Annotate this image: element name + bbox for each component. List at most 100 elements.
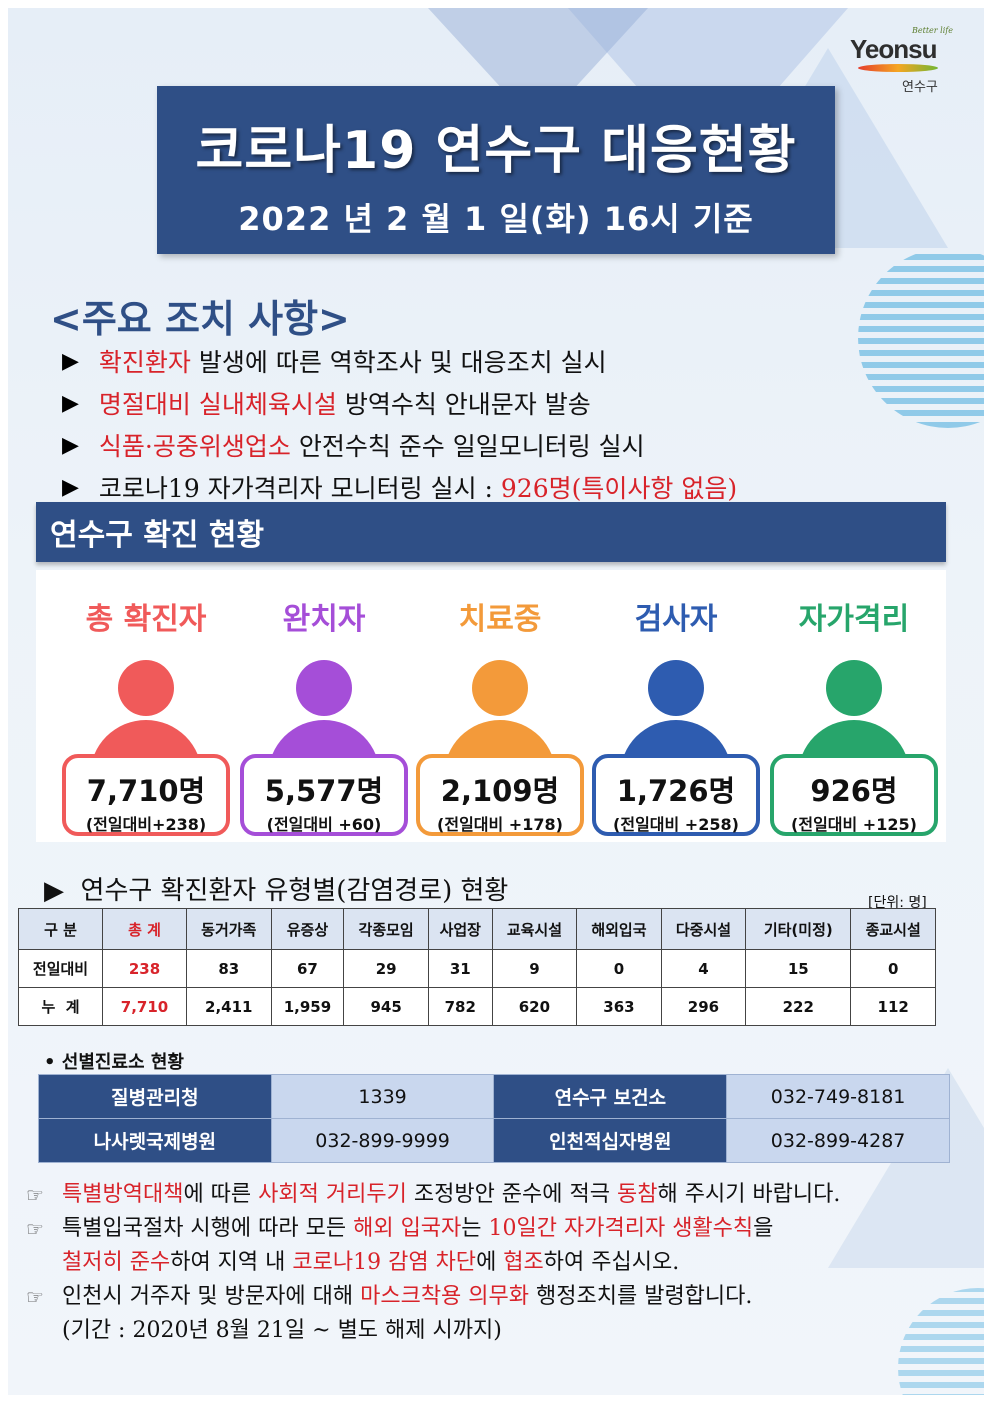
clinic-name: 연수구 보건소: [493, 1074, 728, 1119]
count-diff: (전일대비+238): [85, 815, 207, 834]
count-value: 1,726명: [616, 774, 736, 808]
notice-continuation: (기간 : 2020년 8월 21일 ~ 별도 해제 시까지): [26, 1314, 984, 1348]
count-value: 926명: [810, 774, 898, 808]
card-label: 완치자: [282, 602, 366, 637]
notice-highlight: 동참: [617, 1182, 658, 1207]
count-box: 926명 (전일대비 +125): [770, 754, 938, 836]
table-cell: 누 계: [18, 987, 103, 1026]
table-row: 전일대비 238 83 67 29 31 9 0 4 15 0: [18, 949, 936, 988]
card-self-quarantine: 자가격리 926명 (전일대비 +125): [768, 570, 940, 840]
person-icon-head: [296, 660, 352, 716]
yeonsu-logo: Better life Yeonsu 연수구: [850, 26, 960, 96]
count-box: 2,109명 (전일대비 +178): [416, 754, 584, 836]
count-diff: (전일대비 +258): [613, 815, 739, 834]
clinic-phone: 1339: [270, 1074, 495, 1119]
person-icon-head: [648, 660, 704, 716]
notice-text: 인천시 거주자 및 방문자에 대해: [62, 1284, 361, 1309]
table-cell: 67: [270, 949, 345, 988]
measures-list: ▶ 확진환자 발생에 따른 역학조사 및 대응조치 실시 ▶ 명절대비 실내체육…: [62, 340, 962, 508]
table-cell: 4: [660, 949, 747, 988]
logo-wordmark: Yeonsu: [850, 34, 937, 64]
notices: ☞ 특별방역대책에 따른 사회적 거리두기 조정방안 준수에 적극 동참해 주시…: [26, 1178, 984, 1348]
table-cell: 238: [102, 949, 187, 988]
notice-item: ☞ 특별방역대책에 따른 사회적 거리두기 조정방안 준수에 적극 동참해 주시…: [26, 1178, 984, 1212]
table-header-cell: 동거가족: [186, 908, 272, 950]
table-cell: 296: [660, 987, 747, 1026]
reference-date: 2022 년 2 월 1 일(화) 16시 기준: [238, 200, 754, 238]
notice-text: 조정방안 준수에 적극: [406, 1182, 617, 1207]
notice-text: 하여 지역 내: [170, 1250, 293, 1275]
clinic-phone: 032-899-4287: [726, 1118, 950, 1163]
unit-label: [단위: 명]: [868, 895, 927, 911]
notice-text: 행정조치를 발령합니다.: [529, 1284, 753, 1309]
triangle-bullet-icon: ▶: [62, 348, 79, 374]
notice-highlight: 10일간 자가격리자 생활수칙: [488, 1216, 754, 1241]
count-box: 5,577명 (전일대비 +60): [240, 754, 408, 836]
clinics-heading: • 선별진료소 현황: [44, 1052, 184, 1073]
table-cell: 0: [850, 949, 936, 988]
card-label: 치료중: [458, 602, 542, 637]
clinic-phone: 032-749-8181: [726, 1074, 950, 1119]
table-cell: 29: [343, 949, 429, 988]
measure-text: 안전수칙 준수 일일모니터링 실시: [290, 432, 645, 461]
notice-highlight: 마스크착용 의무화: [360, 1284, 530, 1309]
card-label: 검사자: [634, 602, 718, 637]
table-header-cell: 기타(미정): [745, 908, 852, 950]
table-header-cell: 각종모임: [343, 908, 429, 950]
list-item: ▶ 명절대비 실내체육시설 방역수칙 안내문자 발송: [62, 382, 962, 424]
table-cell: 7,710: [102, 987, 187, 1026]
notice-highlight: 철저히 준수: [62, 1250, 171, 1275]
notice-continuation: 철저히 준수하여 지역 내 코로나19 감염 차단에 협조하여 주십시오.: [26, 1246, 984, 1280]
title-banner: 코로나19 연수구 대응현황 2022 년 2 월 1 일(화) 16시 기준: [157, 86, 835, 254]
measure-highlight: 명절대비 실내체육시설: [98, 390, 337, 419]
notice-text: 특별입국절차 시행에 따라 모든: [62, 1216, 354, 1241]
table-cell: 782: [427, 987, 493, 1026]
card-total-confirmed: 총 확진자 7,710명 (전일대비+238): [60, 570, 232, 840]
count-box: 7,710명 (전일대비+238): [62, 754, 230, 836]
clinic-name: 나사렛국제병원: [38, 1118, 272, 1163]
table-cell: 1,959: [270, 987, 345, 1026]
table-header-row: 구 분 총 계 동거가족 유증상 각종모임 사업장 교육시설 해외입국 다중시설…: [18, 908, 936, 950]
notice-highlight: 코로나19 감염 차단: [292, 1250, 477, 1275]
count-diff: (전일대비 +178): [437, 815, 563, 834]
pointing-hand-icon: ☞: [26, 1217, 44, 1241]
table-cell: 112: [850, 987, 936, 1026]
measure-text: 발생에 따른 역학조사 및 대응조치 실시: [190, 348, 607, 377]
table-cell: 0: [576, 949, 662, 988]
notice-text: 에: [476, 1250, 504, 1275]
count-diff: (전일대비 +60): [266, 815, 382, 834]
status-cards: 총 확진자 7,710명 (전일대비+238) 완치자 5,577명 (전일대비…: [36, 570, 946, 842]
notice-text: 을: [753, 1216, 774, 1241]
table-header-cell: 총 계: [102, 908, 187, 950]
table-cell: 945: [343, 987, 429, 1026]
pointing-hand-icon: ☞: [26, 1285, 44, 1309]
measure-highlight: 926명(특이사항 없음): [500, 474, 738, 503]
table-cell: 전일대비: [18, 949, 103, 988]
measure-highlight: 확진환자: [98, 348, 191, 377]
card-in-treatment: 치료중 2,109명 (전일대비 +178): [414, 570, 586, 840]
table-header-cell: 교육시설: [491, 908, 578, 950]
card-tested: 검사자 1,726명 (전일대비 +258): [590, 570, 762, 840]
pointing-hand-icon: ☞: [26, 1183, 44, 1207]
table-header-cell: 종교시설: [850, 908, 936, 950]
card-recovered: 완치자 5,577명 (전일대비 +60): [238, 570, 410, 840]
notice-highlight: 특별방역대책: [62, 1182, 184, 1207]
notice-item: ☞ 인천시 거주자 및 방문자에 대해 마스크착용 의무화 행정조치를 발령합니…: [26, 1280, 984, 1314]
count-diff: (전일대비 +125): [791, 815, 917, 834]
table-cell: 2,411: [186, 987, 272, 1026]
table-cell: 31: [427, 949, 493, 988]
table-cell: 363: [576, 987, 662, 1026]
table-header-cell: 구 분: [18, 908, 103, 950]
person-icon-head: [826, 660, 882, 716]
status-heading-bar: 연수구 확진 현황: [36, 502, 946, 562]
notice-item: ☞ 특별입국절차 시행에 따라 모든 해외 입국자는 10일간 자가격리자 생활…: [26, 1212, 984, 1246]
card-label: 총 확진자: [85, 602, 207, 637]
table-cell: 15: [745, 949, 852, 988]
measure-text: 방역수칙 안내문자 발송: [336, 390, 591, 419]
notice-highlight: 협조: [503, 1250, 544, 1275]
table-row: 질병관리청 1339 연수구 보건소 032-749-8181: [38, 1074, 950, 1119]
count-value: 5,577명: [264, 774, 384, 808]
notice-text: 에 따른: [183, 1182, 259, 1207]
status-heading: 연수구 확진 현황: [50, 518, 265, 553]
table-row: 나사렛국제병원 032-899-9999 인천적십자병원 032-899-428…: [38, 1118, 950, 1163]
